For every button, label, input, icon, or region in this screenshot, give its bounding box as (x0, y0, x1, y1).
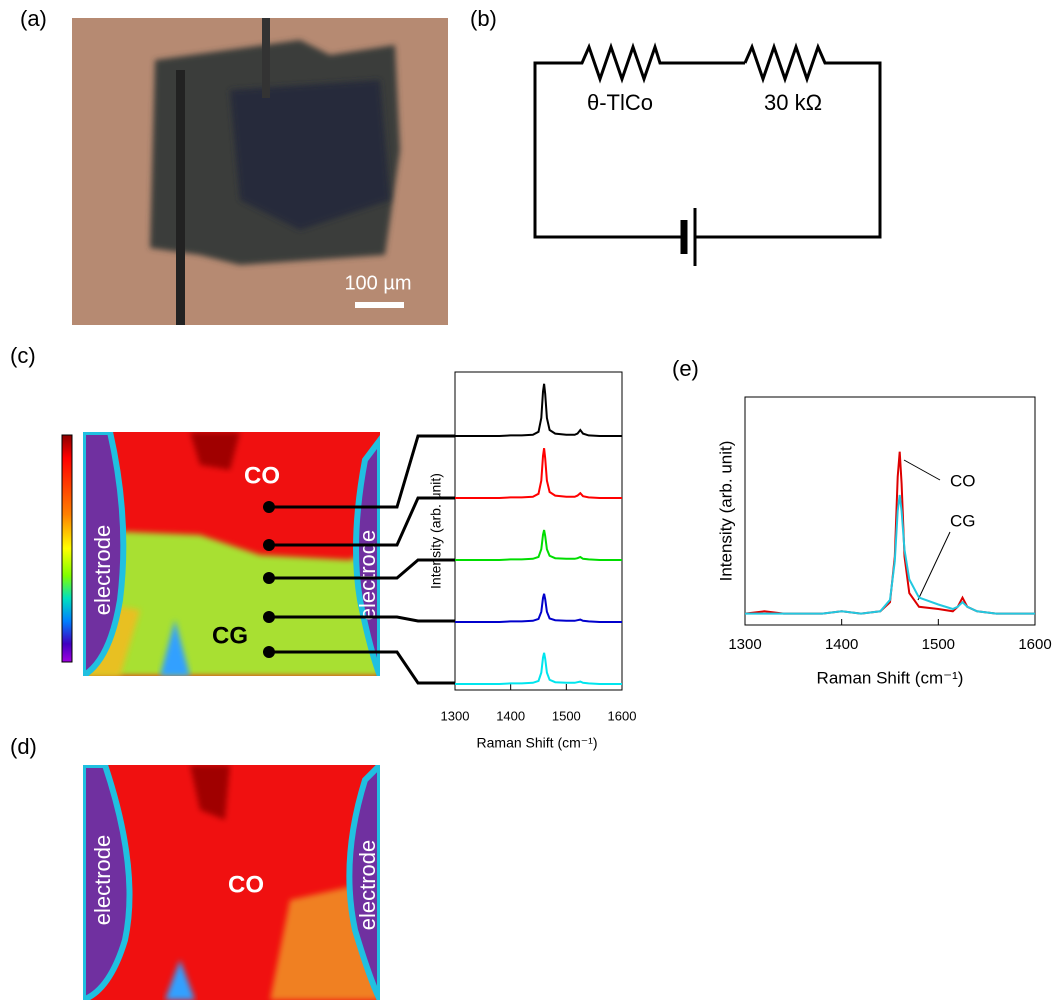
spectrum (455, 384, 622, 436)
x-tick-label: 1600 (1018, 636, 1051, 653)
x-axis-label: Raman Shift (cm⁻¹) (477, 735, 598, 751)
map-label: CO (244, 462, 280, 489)
y-axis-label: Intensity (arb. unit) (716, 441, 735, 582)
resistor-label: θ-TlCo (587, 90, 653, 115)
panel-label: (e) (672, 356, 699, 381)
spectrum (455, 530, 622, 560)
map-label: CG (212, 622, 248, 649)
x-tick-label: 1500 (922, 636, 955, 653)
map-label: electrode (355, 530, 380, 621)
y-axis-label: Intensity (arb. unit) (428, 473, 444, 589)
page: (a) 100 µm (b) θ-TlCo 30 kΩ (c) electrod… (0, 0, 1062, 1005)
map-label: electrode (355, 840, 380, 931)
panel-label: (a) (20, 6, 47, 31)
annotation-arrows (904, 460, 950, 600)
scale-label: 100 µm (344, 272, 411, 294)
figure: (a) 100 µm (b) θ-TlCo 30 kΩ (c) electrod… (0, 0, 1062, 1005)
panel-label: (d) (10, 734, 37, 759)
legend-label: CO (950, 471, 976, 490)
legend-label: CG (950, 511, 976, 530)
plot-frame (745, 397, 1035, 625)
spectrum (455, 448, 622, 498)
colorbar (62, 435, 72, 662)
map-label: CO (228, 871, 264, 898)
spectrum (745, 452, 1035, 614)
x-tick-label: 1400 (496, 708, 525, 723)
panel-label: (c) (10, 343, 36, 368)
plot-frame (455, 372, 622, 690)
spectrum (455, 653, 622, 684)
x-tick-label: 1300 (441, 708, 470, 723)
x-tick-label: 1600 (608, 708, 637, 723)
panel-label: (b) (470, 6, 497, 31)
map-label: electrode (90, 525, 115, 616)
x-axis-label: Raman Shift (cm⁻¹) (817, 668, 964, 687)
x-tick-label: 1500 (552, 708, 581, 723)
x-tick-label: 1400 (825, 636, 858, 653)
map-label: electrode (90, 835, 115, 926)
circuit (535, 47, 880, 266)
spectrum (745, 495, 1035, 614)
resistor-label: 30 kΩ (764, 90, 822, 115)
spectrum (455, 594, 622, 622)
x-tick-label: 1300 (728, 636, 761, 653)
